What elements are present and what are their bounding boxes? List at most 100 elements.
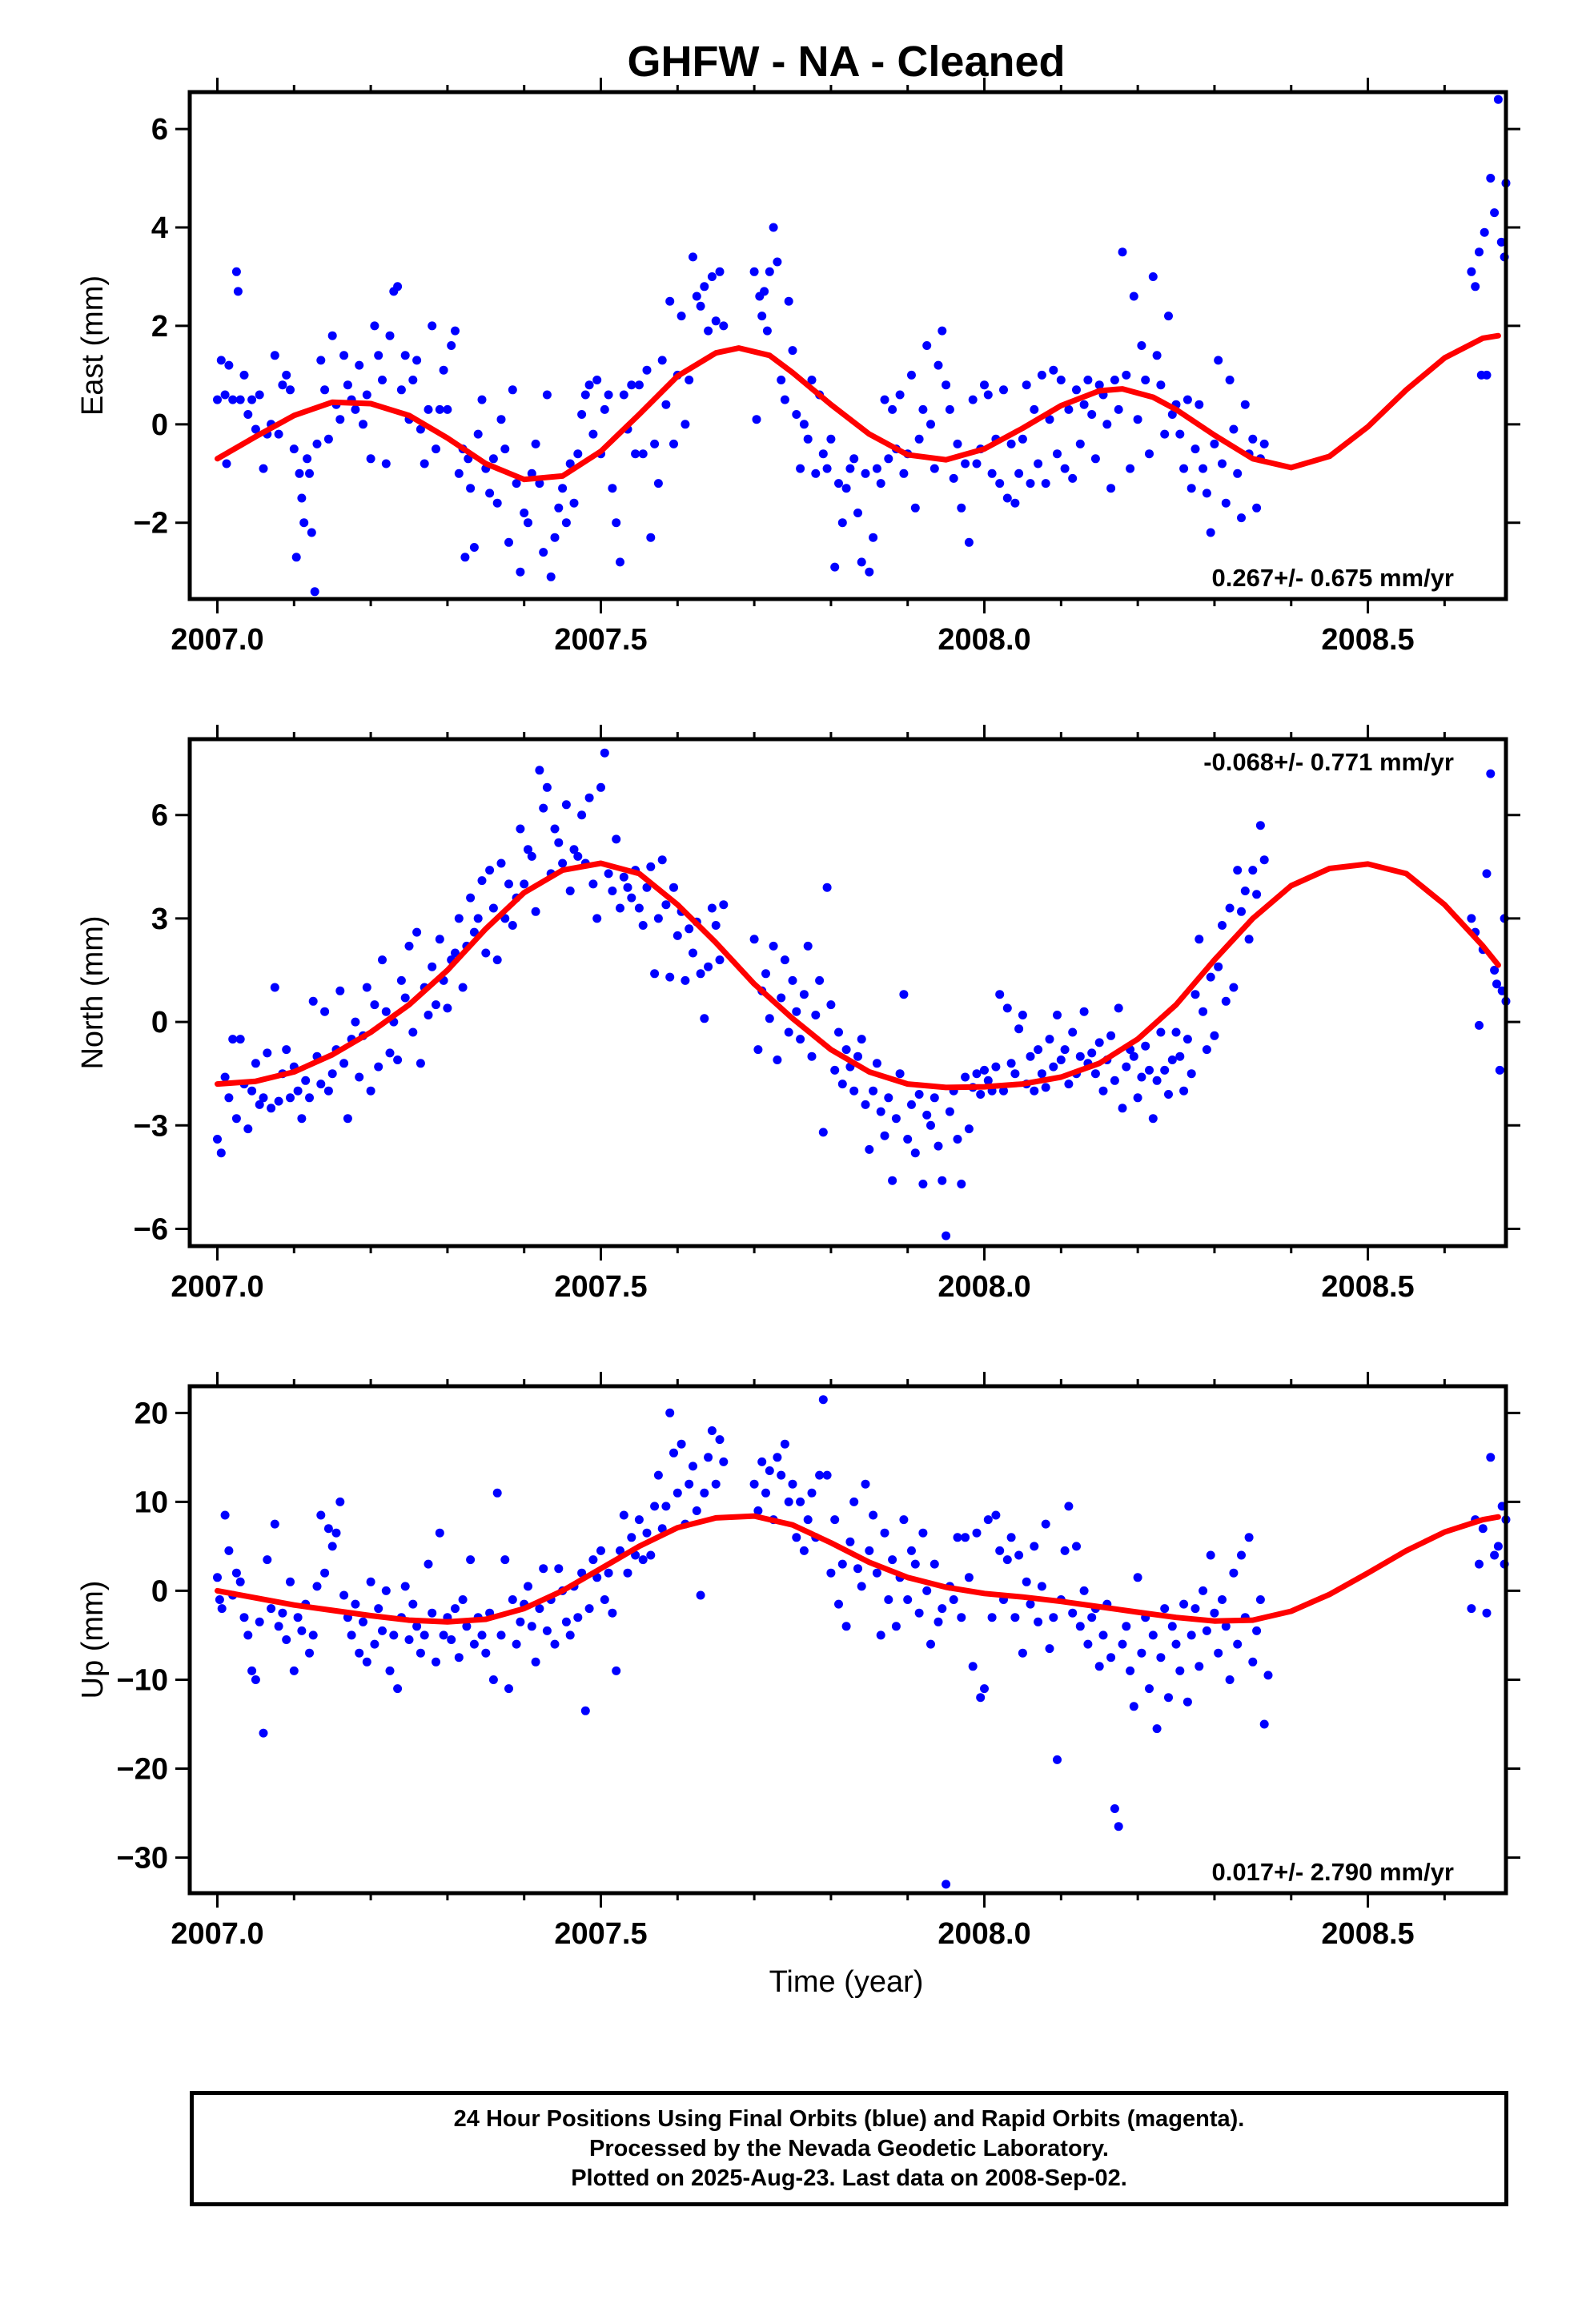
north-data-point: [1098, 1086, 1108, 1096]
east-data-point: [869, 533, 878, 542]
up-data-point: [1129, 1702, 1138, 1711]
east-data-point: [1037, 370, 1046, 380]
east-data-point: [642, 365, 652, 375]
east-data-point: [1496, 237, 1506, 247]
east-data-point: [942, 380, 951, 390]
east-data-point: [792, 410, 801, 419]
north-data-point: [1122, 1062, 1131, 1072]
east-data-point: [880, 395, 889, 404]
north-data-point: [983, 1076, 993, 1085]
east-data-point: [1064, 404, 1074, 414]
north-data-point: [412, 927, 422, 937]
east-data-point: [627, 380, 636, 390]
north-data-point: [400, 993, 410, 1003]
north-data-point: [228, 1035, 238, 1044]
north-data-point: [477, 876, 487, 886]
up-data-point: [293, 1613, 303, 1622]
up-x-tick-label: 2007.0: [171, 1917, 263, 1951]
north-data-point: [849, 1086, 859, 1096]
east-data-point: [876, 479, 885, 489]
north-data-point: [869, 1086, 878, 1096]
north-data-point: [707, 903, 717, 913]
north-data-point: [861, 1100, 870, 1109]
up-data-point: [1206, 1550, 1215, 1560]
east-data-point: [1480, 227, 1489, 237]
up-data-point: [316, 1510, 326, 1520]
north-data-point: [539, 803, 548, 813]
up-data-point: [588, 1555, 598, 1565]
north-data-point: [1191, 990, 1200, 999]
up-data-point: [339, 1590, 349, 1600]
up-data-point: [1079, 1586, 1089, 1595]
up-y-tick-label: 0: [151, 1574, 168, 1608]
east-data-point: [500, 444, 510, 454]
up-data-point: [1467, 1604, 1476, 1614]
up-data-point: [773, 1453, 782, 1462]
north-data-point: [1255, 821, 1265, 830]
east-data-point: [531, 439, 540, 448]
north-data-point: [822, 883, 832, 892]
up-data-point: [841, 1622, 851, 1631]
north-data-point: [749, 935, 759, 944]
east-data-point: [752, 415, 761, 424]
north-data-point: [577, 810, 587, 820]
north-data-point: [834, 1027, 843, 1037]
north-y-tick-label: −3: [134, 1109, 168, 1143]
north-data-point: [1237, 907, 1246, 916]
east-data-point: [918, 404, 928, 414]
north-data-point: [1114, 1003, 1123, 1013]
north-data-point: [270, 983, 279, 992]
north-data-point: [612, 834, 621, 844]
x-axis-label: Time (year): [769, 1965, 924, 1999]
caption-line-3: Plotted on 2025-Aug-23. Last data on 200…: [571, 2165, 1127, 2191]
up-data-point: [481, 1648, 491, 1658]
up-data-point: [704, 1453, 713, 1462]
up-data-point: [914, 1608, 924, 1618]
up-data-point: [1191, 1604, 1200, 1614]
north-points: [213, 748, 1511, 1240]
east-data-point: [539, 548, 548, 557]
up-data-point: [278, 1608, 287, 1618]
up-data-point: [777, 1470, 786, 1480]
north-data-point: [263, 1048, 272, 1058]
east-data-point: [370, 321, 379, 331]
east-data-point: [270, 351, 279, 360]
north-data-point: [573, 851, 583, 861]
caption-box: 24 Hour Positions Using Final Orbits (bl…: [190, 2091, 1508, 2206]
north-data-point: [650, 969, 660, 979]
east-data-point: [546, 572, 556, 581]
north-data-point: [466, 893, 476, 903]
up-data-point: [366, 1577, 375, 1586]
east-data-point: [454, 468, 464, 478]
east-data-point: [343, 380, 352, 390]
up-x-tick-label: 2008.0: [938, 1917, 1030, 1951]
north-data-point: [765, 1014, 774, 1023]
north-x-tick-label: 2007.5: [554, 1270, 647, 1304]
north-data-point: [972, 1069, 982, 1079]
east-data-point: [995, 479, 1005, 489]
up-data-point: [869, 1510, 878, 1520]
up-data-point: [1148, 1630, 1158, 1640]
up-data-point: [432, 1657, 440, 1667]
north-data-point: [1060, 1045, 1070, 1055]
east-data-point: [1471, 282, 1480, 292]
up-data-point: [1037, 1582, 1046, 1591]
up-data-point: [462, 1622, 472, 1631]
east-data-point: [224, 360, 234, 370]
north-data-point: [458, 983, 468, 992]
up-data-point: [496, 1630, 506, 1640]
north-data-point: [584, 793, 594, 802]
east-data-point: [385, 331, 395, 340]
east-data-point: [1202, 489, 1211, 498]
up-data-point: [362, 1657, 371, 1667]
up-data-point: [1225, 1675, 1235, 1684]
north-data-point: [592, 914, 602, 923]
up-data-point: [685, 1479, 694, 1489]
up-data-point: [370, 1639, 379, 1649]
up-data-point: [903, 1595, 913, 1604]
east-data-point: [910, 503, 920, 513]
north-data-point: [891, 1114, 901, 1124]
east-data-point: [303, 454, 312, 464]
east-y-tick-label: −2: [134, 507, 168, 541]
up-data-point: [949, 1595, 958, 1604]
